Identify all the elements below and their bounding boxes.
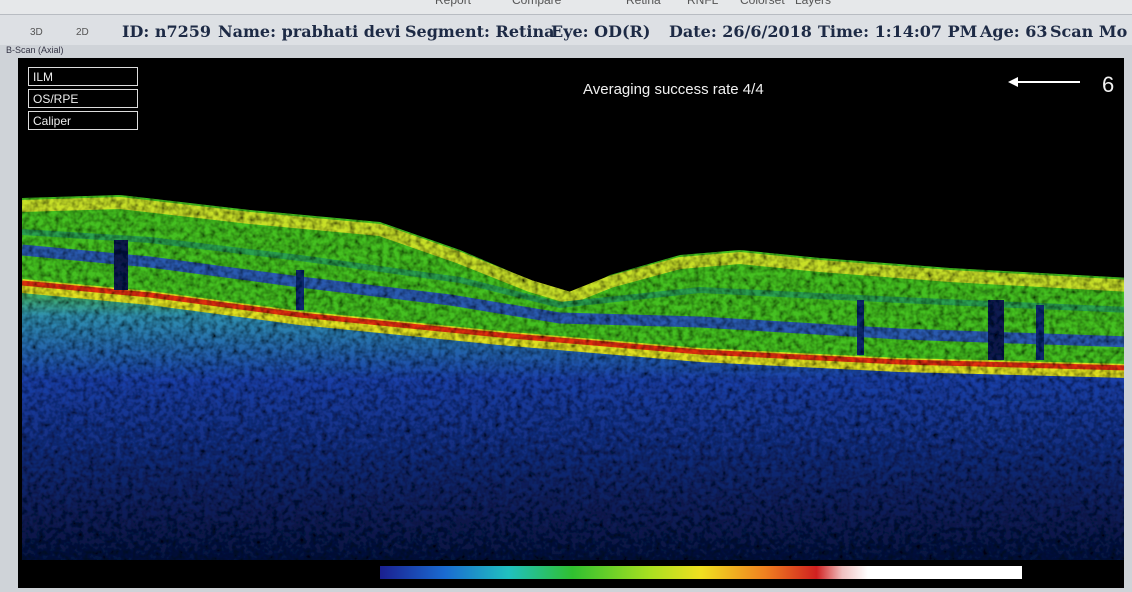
toolbar-item[interactable]: Retina bbox=[626, 0, 661, 7]
patient-header: 3D 2D ID: n7259 Name: prabhati devi Segment:… bbox=[0, 15, 1132, 45]
arrow-head bbox=[1008, 77, 1018, 87]
header-field: Scan Mo bbox=[1050, 22, 1128, 41]
toolbar-item[interactable]: Layers bbox=[795, 0, 832, 7]
toolbar-item[interactable]: Compare bbox=[512, 0, 562, 7]
layer-button[interactable]: ILM bbox=[28, 67, 138, 86]
header-field: Segment: Retina bbox=[405, 22, 555, 41]
header-field: Date: 26/6/2018 bbox=[669, 22, 812, 41]
status-text: Averaging success rate 4/4 bbox=[583, 81, 764, 98]
header-field: Eye: OD(R) bbox=[551, 22, 651, 41]
header-field: Time: 1:14:07 PM bbox=[818, 22, 978, 41]
oct-image bbox=[21, 195, 1124, 560]
view-tab[interactable]: 2D bbox=[76, 27, 89, 38]
header-field: Age: 63 bbox=[980, 22, 1048, 41]
header-field: Name: prabhati devi bbox=[218, 22, 401, 41]
panel-title: B-Scan (Axial) bbox=[6, 45, 64, 55]
layer-button[interactable]: OS/RPE bbox=[28, 89, 138, 108]
toolbar-item[interactable]: RNFL bbox=[687, 0, 719, 7]
marker-label: 6 bbox=[1102, 72, 1114, 97]
layer-button[interactable]: Caliper bbox=[28, 111, 138, 130]
header-field: ID: n7259 bbox=[122, 22, 211, 41]
view-tab[interactable]: 3D bbox=[30, 27, 43, 38]
bscan-view: Averaging success rate 4/4 6 bbox=[18, 58, 1124, 588]
color-scale bbox=[380, 566, 1022, 579]
toolbar-item[interactable]: Colorset bbox=[740, 0, 785, 7]
toolbar: Report Compare Retina RNFL Colorset Layers bbox=[0, 0, 1132, 15]
toolbar-item[interactable]: Report bbox=[435, 0, 472, 7]
